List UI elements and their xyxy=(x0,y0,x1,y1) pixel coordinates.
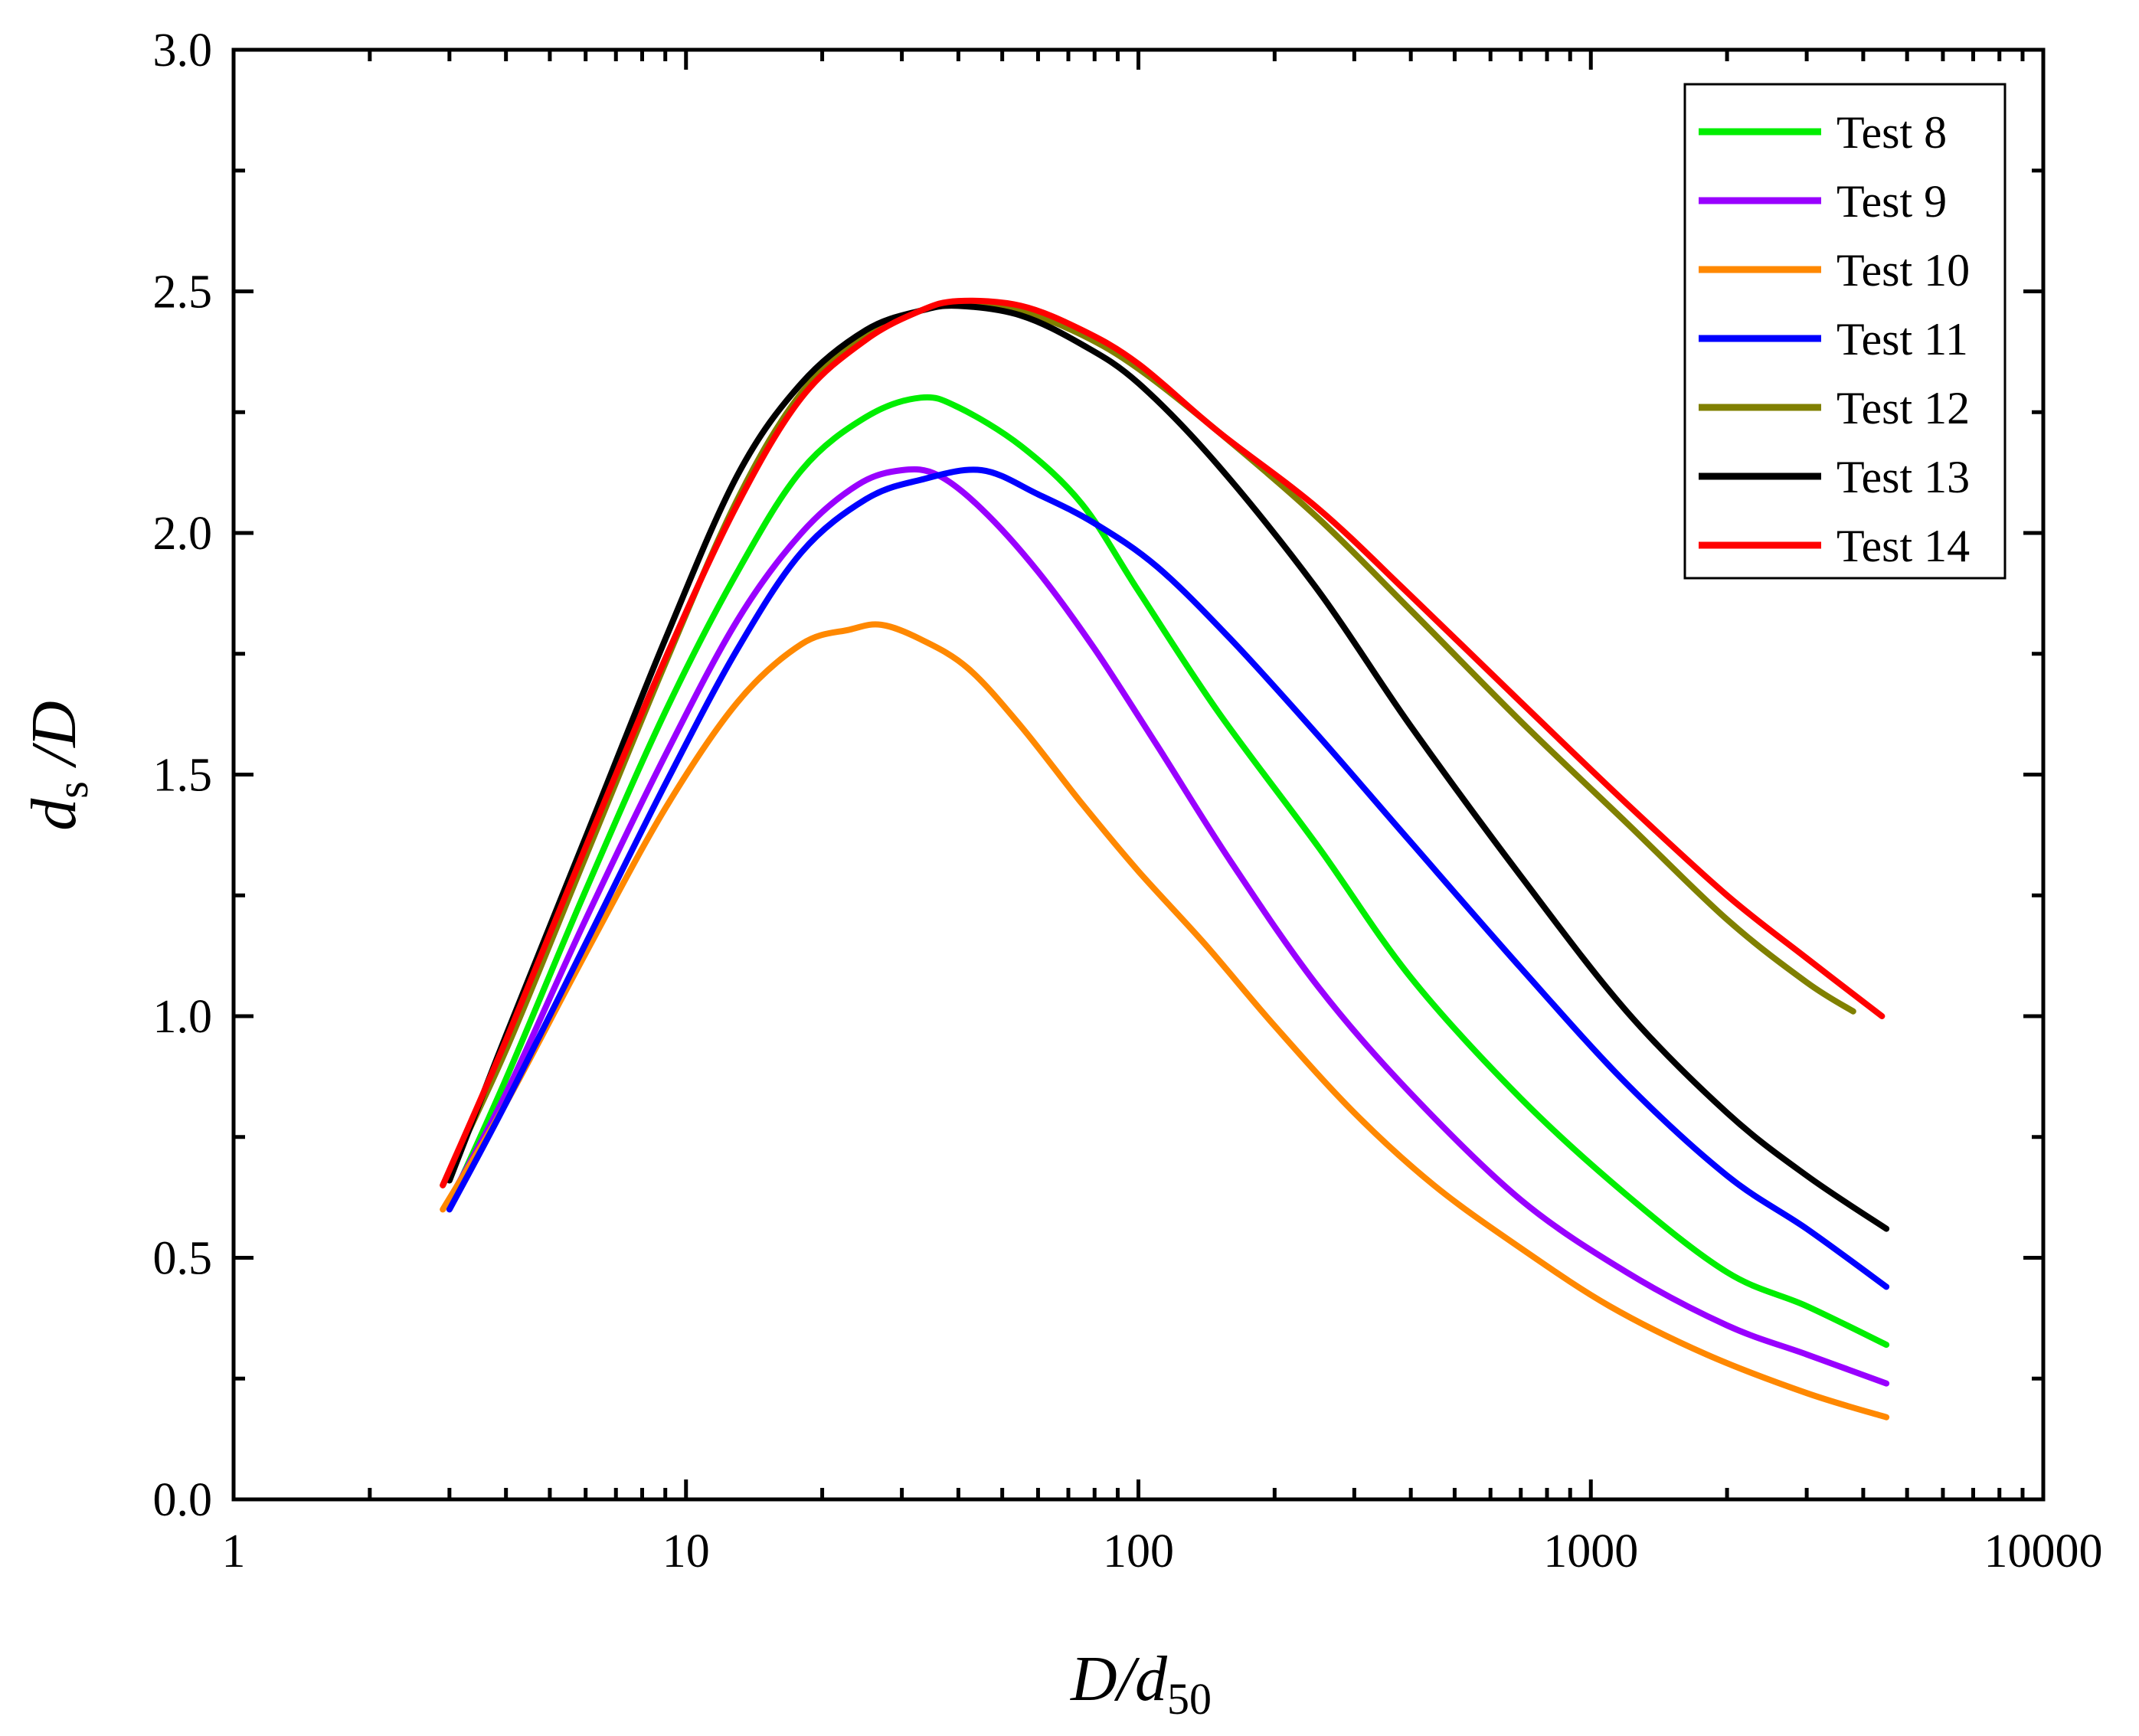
y-tick-label: 0.5 xyxy=(153,1233,213,1285)
plot-series xyxy=(440,297,1890,1421)
y-tick-label: 2.5 xyxy=(153,266,213,319)
x-axis-title-sub: 50 xyxy=(1167,1674,1212,1724)
y-axis-title-post: /D xyxy=(18,701,90,781)
series-line-test-8 xyxy=(446,394,1890,1349)
x-tick-labels: 1 10 100 1000 10000 xyxy=(222,1525,2103,1577)
legend-label: Test 10 xyxy=(1836,245,1970,296)
legend-box xyxy=(1683,83,2007,580)
series-line-test-14 xyxy=(440,297,1886,1188)
y-axis-title-sub: s xyxy=(47,781,97,799)
y-tick-label: 0.0 xyxy=(153,1474,213,1526)
legend-label: Test 14 xyxy=(1836,521,1970,571)
x-axis-title-main: D/d xyxy=(1070,1643,1168,1715)
y-axis-title: ds /D xyxy=(18,701,97,831)
series-line-test-10 xyxy=(440,621,1890,1421)
y-tick-label: 2.0 xyxy=(153,508,213,560)
x-tick-label: 1 xyxy=(222,1525,246,1577)
y-tick-label: 1.0 xyxy=(153,991,213,1043)
y-axis-title-pre: d xyxy=(18,798,90,831)
y-tick-label: 3.0 xyxy=(153,25,213,77)
legend-label: Test 11 xyxy=(1836,314,1968,365)
x-tick-label: 1000 xyxy=(1543,1525,1638,1577)
legend-label: Test 12 xyxy=(1836,383,1970,433)
x-tick-label: 100 xyxy=(1103,1525,1174,1577)
legend: Test 8 Test 9 Test 10 Test 11 Test 12 Test 13… xyxy=(1683,83,2007,580)
y-tick-labels: 0.0 0.5 1.0 1.5 2.0 2.5 3.0 xyxy=(153,25,213,1526)
legend-label: Test 9 xyxy=(1836,176,1947,227)
x-axis-title: D/d50 xyxy=(1070,1643,1212,1724)
x-tick-label: 10 xyxy=(662,1525,710,1577)
legend-label: Test 13 xyxy=(1836,452,1970,502)
y-tick-label: 1.5 xyxy=(153,750,213,802)
legend-label: Test 8 xyxy=(1836,107,1947,158)
plot-frame xyxy=(231,47,2046,1502)
series-line-test-12 xyxy=(440,298,1856,1188)
series-line-test-11 xyxy=(446,466,1890,1290)
series-line-test-9 xyxy=(446,466,1890,1387)
x-tick-label: 10000 xyxy=(1984,1525,2103,1577)
series-line-test-13 xyxy=(446,302,1890,1232)
